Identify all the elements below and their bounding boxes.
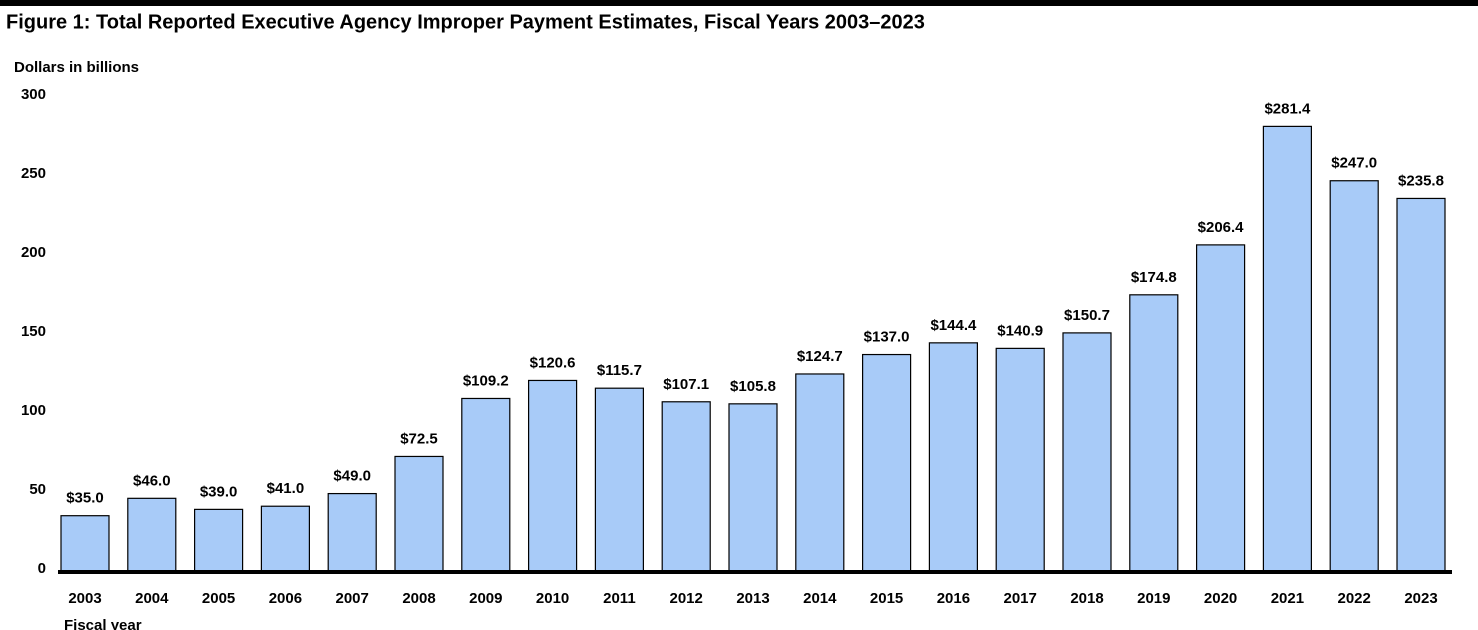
- top-rule: [0, 0, 1478, 6]
- x-tick-label: 2010: [536, 590, 569, 607]
- x-axis-label: Fiscal year: [64, 617, 142, 630]
- x-tick-label: 2014: [803, 590, 837, 607]
- bar: [194, 508, 244, 572]
- y-tick-label: 150: [21, 323, 46, 340]
- x-tick-label: 2013: [736, 590, 769, 607]
- x-tick-label: 2018: [1070, 590, 1103, 607]
- data-label: $235.8: [1398, 172, 1444, 189]
- bar: [60, 515, 110, 572]
- x-tick-label: 2019: [1137, 590, 1170, 607]
- data-label: $247.0: [1331, 155, 1377, 172]
- chart-title: Figure 1: Total Reported Executive Agenc…: [6, 11, 925, 33]
- x-tick-label: 2009: [469, 590, 502, 607]
- y-tick-label: 250: [21, 165, 46, 182]
- bar: [527, 379, 578, 572]
- x-tick-label: 2004: [135, 590, 169, 607]
- bar: [1195, 244, 1246, 572]
- bar: [327, 492, 377, 572]
- x-tick-label: 2008: [402, 590, 435, 607]
- data-label: $72.5: [400, 430, 438, 447]
- y-tick-label: 100: [21, 402, 46, 419]
- bar: [461, 397, 511, 572]
- x-tick-label: 2020: [1204, 590, 1237, 607]
- data-label: $124.7: [797, 348, 843, 365]
- bar: [728, 403, 778, 572]
- data-label: $41.0: [267, 480, 305, 497]
- x-tick-label: 2021: [1271, 590, 1304, 607]
- data-label: $120.6: [530, 354, 576, 371]
- data-label: $144.4: [930, 317, 977, 334]
- bar: [260, 505, 310, 572]
- x-tick-label: 2015: [870, 590, 903, 607]
- data-label: $105.8: [730, 378, 776, 395]
- bar: [995, 347, 1045, 572]
- data-label: $46.0: [133, 472, 171, 489]
- x-tick-label: 2006: [269, 590, 302, 607]
- data-label: $49.0: [333, 468, 371, 485]
- data-label: $137.0: [864, 329, 910, 346]
- data-label: $39.0: [200, 483, 238, 500]
- bar: [1262, 125, 1313, 572]
- data-label: $174.8: [1131, 269, 1177, 286]
- x-tick-label: 2017: [1004, 590, 1037, 607]
- y-tick-label: 0: [38, 560, 46, 577]
- data-label: $281.4: [1264, 100, 1311, 117]
- x-tick-label: 2023: [1404, 590, 1437, 607]
- bar: [1062, 332, 1112, 572]
- data-label: $115.7: [597, 362, 642, 379]
- x-tick-label: 2005: [202, 590, 235, 607]
- x-tick-label: 2011: [603, 590, 636, 607]
- data-label: $206.4: [1198, 219, 1245, 236]
- data-label: $140.9: [997, 322, 1043, 339]
- bar: [861, 353, 912, 572]
- y-axis-label: Dollars in billions: [14, 59, 139, 76]
- data-label: $35.0: [66, 490, 104, 507]
- x-tick-label: 2003: [68, 590, 101, 607]
- bar: [795, 373, 845, 572]
- bar: [928, 342, 979, 572]
- bar: [1129, 294, 1179, 572]
- y-tick-label: 300: [21, 86, 46, 103]
- y-tick-label: 50: [29, 481, 46, 498]
- bar: [661, 401, 711, 572]
- x-tick-label: 2016: [937, 590, 970, 607]
- y-tick-label: 200: [21, 244, 46, 261]
- bar: [1396, 197, 1446, 572]
- bar: [127, 497, 177, 572]
- x-tick-label: 2012: [670, 590, 703, 607]
- data-label: $150.7: [1064, 307, 1110, 324]
- bar: [594, 387, 645, 572]
- x-tick-label: 2007: [336, 590, 369, 607]
- x-tick-label: 2022: [1338, 590, 1371, 607]
- bar: [394, 455, 444, 572]
- data-label: $109.2: [463, 372, 509, 389]
- bar: [1329, 180, 1379, 572]
- data-label: $107.1: [663, 376, 709, 393]
